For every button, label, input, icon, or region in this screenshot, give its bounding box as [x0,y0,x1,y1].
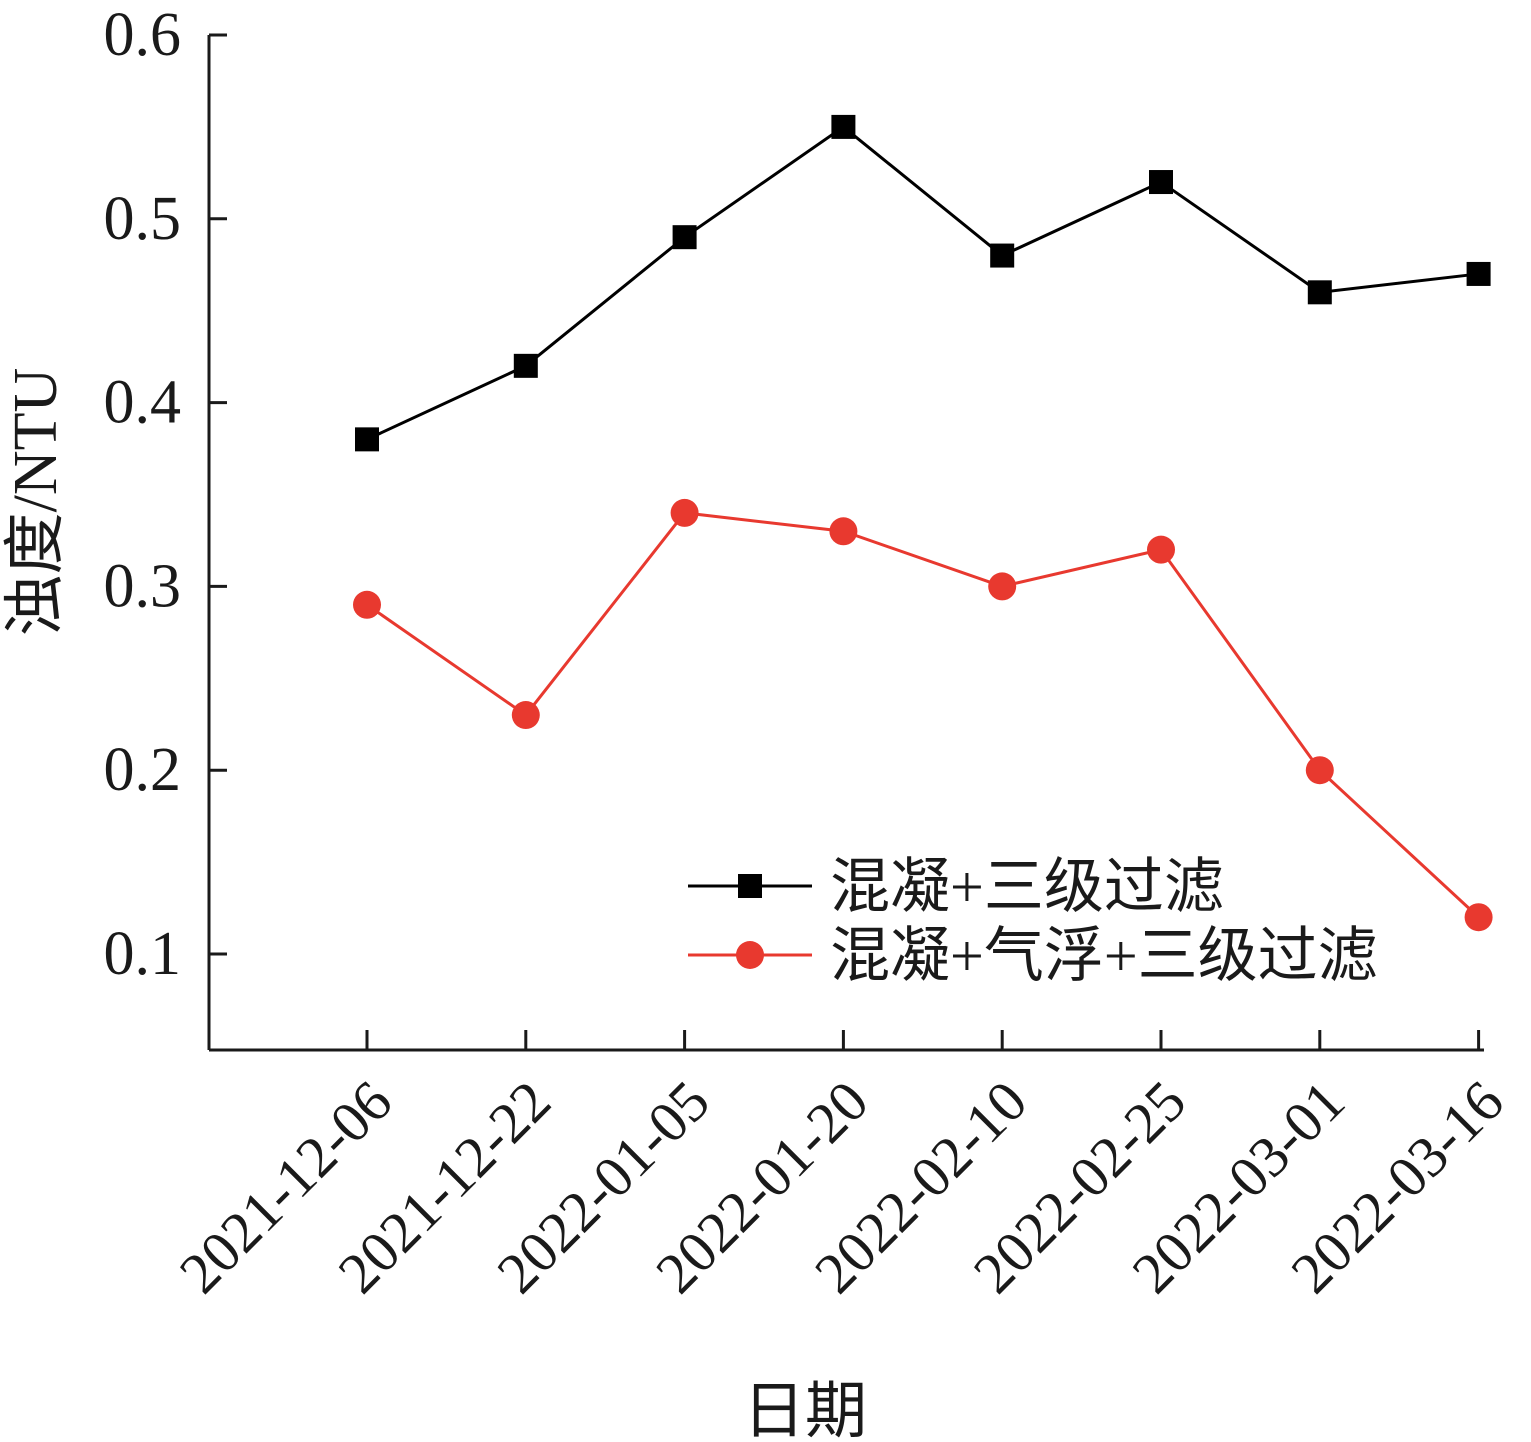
y-tick-label: 0.3 [104,552,182,620]
series-1 [355,114,1491,452]
data-point-square [355,427,379,452]
legend-label: 混凝+气浮+三级过滤 [830,923,1378,989]
data-point-square [831,114,856,139]
series-line [366,125,1479,441]
series-2 [353,498,1493,932]
legend-item-2: 混凝+气浮+三级过滤 [688,923,1378,989]
y-ticks: 0.1 0.2 0.3 0.4 0.5 0.6 [104,1,227,988]
axes [207,35,1484,1052]
data-point-square [990,243,1015,268]
legend-marker [738,874,762,898]
data-point-square [1149,170,1173,195]
y-tick-label: 0.4 [104,369,182,437]
data-point-circle [1305,756,1334,785]
data-point-circle [1464,903,1493,932]
series-line [366,511,1480,919]
legend-item-1: 混凝+三级过滤 [688,854,1224,920]
legend-marker [736,941,764,969]
data-point-square [672,225,697,250]
data-point-circle [511,701,540,730]
y-axis-title: 浊度/NTU [2,368,70,637]
data-point-circle [988,572,1017,601]
data-point-circle [670,498,699,527]
data-point-square [513,353,538,378]
data-point-circle [353,590,381,619]
x-axis-title: 日期 [743,1378,867,1442]
data-point-square [1466,261,1491,286]
y-tick-label: 0.6 [104,1,182,69]
x-ticks: 2021-12-062021-12-222022-01-052022-01-20… [167,1030,1516,1306]
data-point-circle [1147,535,1175,564]
data-point-circle [829,517,858,546]
y-tick-label: 0.2 [104,736,182,804]
legend-label: 混凝+三级过滤 [830,854,1224,920]
data-point-square [1307,280,1332,305]
y-tick-label: 0.1 [104,920,182,988]
y-tick-label: 0.5 [104,185,182,253]
series-layer [353,114,1493,932]
